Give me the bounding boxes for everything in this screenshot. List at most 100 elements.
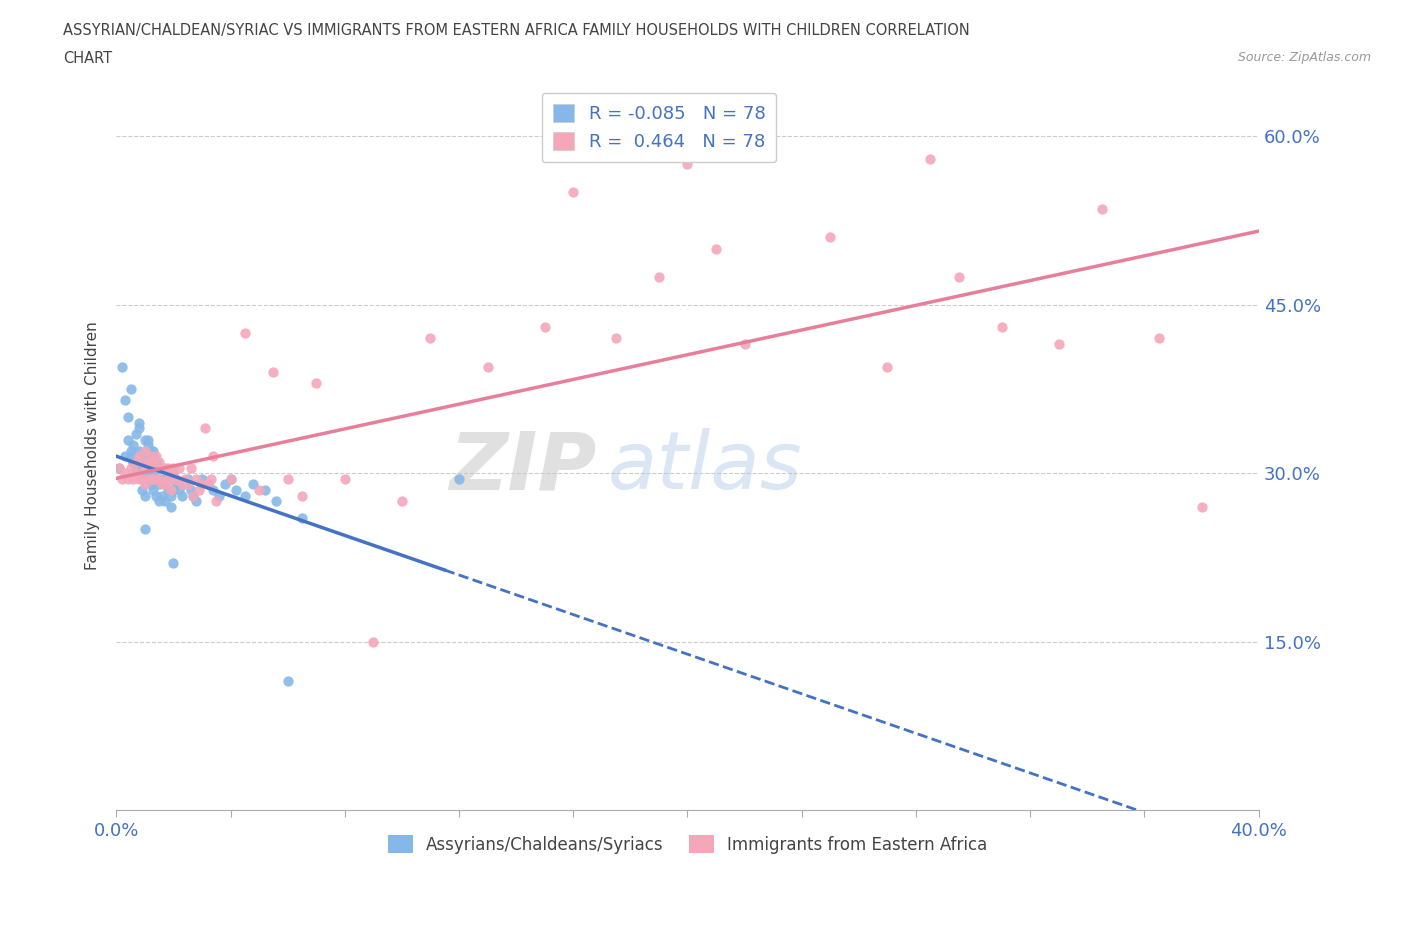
Point <box>136 455 159 470</box>
Point <box>277 472 299 486</box>
Point <box>148 472 170 486</box>
Point <box>142 449 165 464</box>
Point <box>153 477 176 492</box>
Point <box>162 472 184 486</box>
Point <box>1147 331 1170 346</box>
Point <box>114 449 136 464</box>
Point <box>145 488 167 503</box>
Point <box>159 466 181 481</box>
Point <box>202 449 225 464</box>
Point <box>159 483 181 498</box>
Point <box>162 556 184 571</box>
Point <box>333 472 356 486</box>
Point <box>108 460 131 475</box>
Point <box>145 449 167 464</box>
Point <box>156 483 179 498</box>
Point <box>128 449 150 464</box>
Point <box>264 494 287 509</box>
Point <box>156 460 179 475</box>
Point <box>176 472 198 486</box>
Point <box>562 185 585 200</box>
Point <box>162 483 184 498</box>
Point <box>170 477 193 492</box>
Point <box>197 477 219 492</box>
Point <box>219 472 242 486</box>
Point <box>125 455 148 470</box>
Point <box>122 455 145 470</box>
Text: atlas: atlas <box>607 428 803 506</box>
Point <box>150 477 173 492</box>
Point <box>197 477 219 492</box>
Point <box>247 483 270 498</box>
Point <box>131 455 153 470</box>
Point <box>183 488 205 503</box>
Point <box>136 432 159 447</box>
Point <box>131 483 153 498</box>
Point <box>120 449 142 464</box>
Point <box>876 359 898 374</box>
Point <box>139 472 162 486</box>
Point <box>136 472 159 486</box>
Point <box>134 444 156 458</box>
Point <box>291 511 314 525</box>
Point <box>148 494 170 509</box>
Point <box>108 460 131 475</box>
Point <box>262 365 284 379</box>
Point <box>148 460 170 475</box>
Text: Source: ZipAtlas.com: Source: ZipAtlas.com <box>1237 51 1371 64</box>
Point <box>142 466 165 481</box>
Point <box>128 444 150 458</box>
Point <box>167 483 190 498</box>
Point <box>134 488 156 503</box>
Point <box>120 460 142 475</box>
Point <box>1047 337 1070 352</box>
Point <box>648 270 671 285</box>
Point <box>120 381 142 396</box>
Point <box>165 477 187 492</box>
Point <box>200 472 222 486</box>
Point <box>128 421 150 436</box>
Point <box>120 444 142 458</box>
Point <box>305 376 328 391</box>
Point <box>131 472 153 486</box>
Point <box>176 477 198 492</box>
Point <box>162 460 184 475</box>
Point <box>134 466 156 481</box>
Point <box>134 460 156 475</box>
Point <box>208 488 231 503</box>
Point <box>419 331 441 346</box>
Point <box>202 483 225 498</box>
Text: ZIP: ZIP <box>449 428 596 506</box>
Point <box>605 331 627 346</box>
Point <box>205 494 228 509</box>
Point <box>136 455 159 470</box>
Point <box>159 488 181 503</box>
Point <box>253 483 276 498</box>
Text: CHART: CHART <box>63 51 112 66</box>
Point <box>391 494 413 509</box>
Point <box>186 494 208 509</box>
Point <box>139 477 162 492</box>
Point <box>159 499 181 514</box>
Point <box>117 472 139 486</box>
Point <box>142 472 165 486</box>
Point <box>145 472 167 486</box>
Point <box>162 466 184 481</box>
Point <box>219 472 242 486</box>
Y-axis label: Family Households with Children: Family Households with Children <box>86 321 100 569</box>
Point <box>139 449 162 464</box>
Point <box>150 472 173 486</box>
Point <box>148 477 170 492</box>
Point <box>134 449 156 464</box>
Point <box>214 477 236 492</box>
Point <box>186 472 208 486</box>
Point <box>142 444 165 458</box>
Point <box>117 432 139 447</box>
Point <box>167 460 190 475</box>
Point <box>676 157 699 172</box>
Point <box>191 477 214 492</box>
Point <box>125 460 148 475</box>
Point <box>125 466 148 481</box>
Point <box>122 472 145 486</box>
Point <box>920 152 942 166</box>
